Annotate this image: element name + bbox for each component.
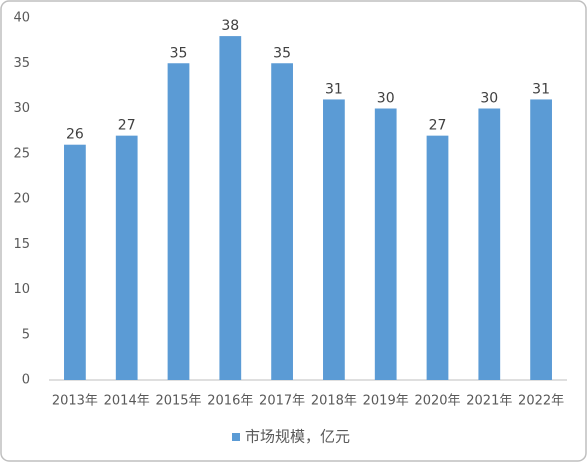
x-tick-label: 2017年 [259, 394, 305, 409]
x-tick-label: 2018年 [311, 394, 357, 409]
y-tick-label: 40 [13, 11, 30, 26]
data-label: 27 [429, 118, 447, 134]
y-tick-label: 10 [13, 282, 30, 297]
y-tick-label: 15 [13, 237, 30, 252]
bar [219, 36, 242, 380]
x-tick-label: 2021年 [466, 394, 512, 409]
x-tick-label: 2013年 [52, 394, 98, 409]
data-label: 38 [221, 18, 239, 34]
x-tick-label: 2015年 [155, 394, 201, 409]
data-label: 26 [66, 127, 84, 143]
y-tick-label: 5 [22, 327, 30, 342]
bar [167, 63, 190, 380]
y-tick-label: 0 [22, 373, 30, 388]
legend-label: 市场规模，亿元 [245, 428, 350, 446]
data-label: 31 [532, 81, 550, 97]
legend-swatch [232, 433, 240, 441]
bar [271, 63, 293, 380]
bar [115, 135, 138, 380]
y-tick-label: 20 [13, 192, 30, 207]
y-tick-label: 25 [13, 146, 30, 161]
bar [530, 99, 552, 380]
bar [64, 144, 86, 380]
data-label: 31 [325, 81, 343, 97]
data-label: 30 [377, 91, 395, 107]
bar [478, 108, 501, 380]
bar [374, 108, 397, 380]
x-tick-label: 2019年 [363, 394, 409, 409]
data-label: 27 [118, 118, 136, 134]
y-tick-label: 30 [13, 101, 30, 116]
bar [323, 99, 345, 380]
data-label: 35 [170, 45, 188, 61]
bar [426, 135, 449, 380]
x-tick-label: 2016年 [207, 394, 253, 409]
x-tick-label: 2020年 [414, 394, 460, 409]
x-tick-label: 2014年 [104, 394, 150, 409]
data-label: 35 [273, 45, 291, 61]
x-tick-label: 2022年 [518, 394, 564, 409]
y-tick-label: 35 [13, 56, 30, 71]
data-label: 30 [480, 91, 498, 107]
